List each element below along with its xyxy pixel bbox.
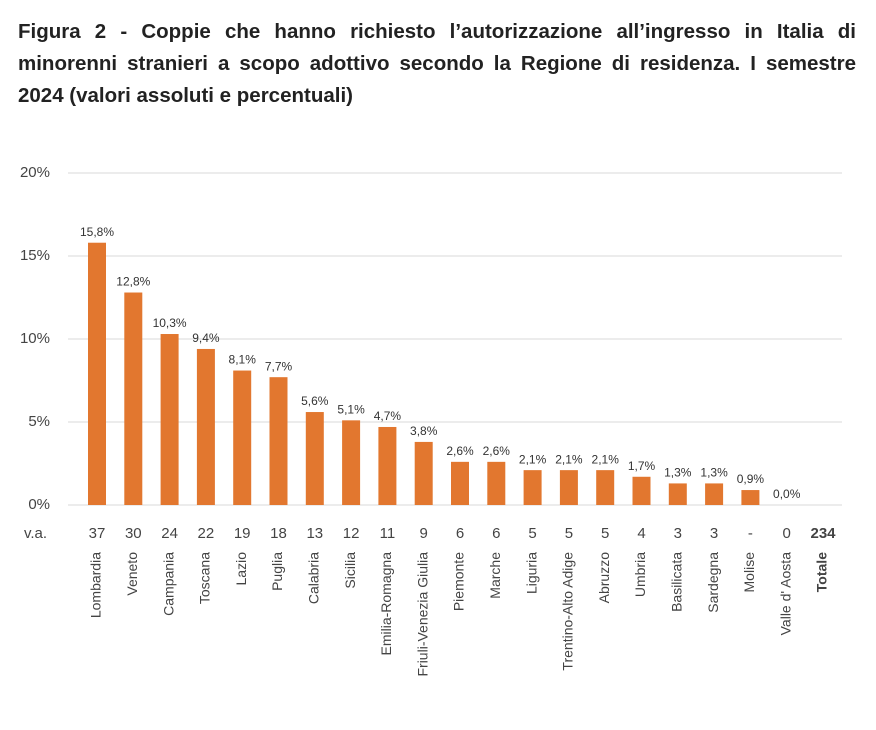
va-value: 13: [306, 525, 323, 542]
value-label: 0,0%: [773, 487, 801, 501]
bar: [668, 483, 687, 505]
va-value: 5: [565, 525, 573, 542]
value-label: 9,4%: [192, 331, 220, 345]
value-label: 1,3%: [664, 466, 692, 480]
x-tick-label: Veneto: [124, 552, 140, 596]
x-tick-label: Molise: [741, 552, 757, 593]
bar: [196, 348, 215, 505]
va-value: 9: [420, 525, 428, 542]
va-value: 0: [783, 525, 791, 542]
bar: [124, 292, 143, 505]
bar: [523, 470, 542, 505]
x-tick-label: Lombardia: [88, 552, 104, 618]
bar: [378, 426, 397, 505]
va-value: 3: [710, 525, 718, 542]
value-label: 10,3%: [153, 316, 187, 330]
va-value: 22: [198, 525, 215, 542]
va-value: 5: [601, 525, 609, 542]
bar: [741, 490, 760, 505]
va-value: 6: [492, 525, 500, 542]
va-value: 18: [270, 525, 287, 542]
y-tick-label: 15%: [20, 247, 50, 264]
x-tick-label: Abruzzo: [596, 552, 612, 604]
bar: [596, 470, 615, 505]
bar: [269, 377, 288, 505]
x-tick-label: Sicilia: [342, 552, 358, 589]
value-label: 2,6%: [446, 444, 474, 458]
x-tick-label: Sardegna: [705, 552, 721, 613]
bar: [160, 334, 179, 505]
bar: [632, 476, 651, 505]
bar: [414, 441, 433, 505]
value-label: 5,6%: [301, 394, 329, 408]
y-tick-label: 10%: [20, 330, 50, 347]
va-value: 5: [528, 525, 536, 542]
chart-title: Figura 2 - Coppie che hanno richiesto l’…: [18, 20, 856, 107]
value-label: 3,8%: [410, 424, 438, 438]
x-tick-label: Campania: [160, 552, 176, 616]
x-tick-label: Basilicata: [669, 552, 685, 612]
y-tick-label: 5%: [28, 413, 50, 430]
va-value: 19: [234, 525, 251, 542]
y-tick-label: 20%: [20, 164, 50, 181]
value-label: 15,8%: [80, 225, 114, 239]
bar: [559, 470, 578, 505]
x-tick-label: Valle d' Aosta: [777, 552, 793, 636]
va-value: 234: [810, 525, 836, 542]
bar: [451, 461, 469, 505]
va-value: 30: [125, 525, 142, 542]
value-label: 8,1%: [229, 353, 257, 367]
value-label: 12,8%: [116, 275, 150, 289]
x-tick-label: Piemonte: [451, 552, 467, 611]
x-tick-label: Friuli-Venezia Giulia: [414, 552, 430, 677]
va-value: 6: [456, 525, 464, 542]
x-tick-label: Liguria: [523, 552, 539, 594]
bar: [88, 242, 106, 505]
value-label: 4,7%: [374, 409, 402, 423]
bar: [705, 483, 724, 505]
x-tick-label: Trentino-Alto Adige: [560, 552, 576, 671]
va-value: 11: [380, 525, 396, 542]
x-tick-label: Puglia: [269, 552, 285, 591]
x-tick-label: Emilia-Romagna: [378, 552, 394, 656]
va-value: 3: [674, 525, 682, 542]
va-value: 4: [637, 525, 645, 542]
va-value: 24: [161, 525, 178, 542]
bar: [305, 412, 324, 505]
y-tick-label: 0%: [28, 496, 50, 513]
value-label: 1,7%: [628, 459, 656, 473]
va-value: 12: [343, 525, 360, 542]
bar: [342, 420, 361, 505]
value-label: 0,9%: [737, 472, 765, 486]
value-label: 1,3%: [700, 466, 728, 480]
bar: [487, 461, 506, 505]
x-tick-label: Lazio: [233, 552, 249, 586]
x-tick-label: Marche: [487, 552, 503, 599]
x-tick-label: Calabria: [306, 552, 322, 604]
value-label: 2,1%: [555, 452, 583, 466]
x-tick-label: Toscana: [197, 552, 213, 604]
value-label: 5,1%: [337, 403, 365, 417]
va-value: 37: [89, 525, 106, 542]
x-tick-label: Totale: [814, 552, 830, 592]
value-label: 2,1%: [519, 452, 547, 466]
va-row-label: v.a.: [24, 525, 47, 542]
bar: [233, 370, 252, 505]
va-value: -: [748, 525, 753, 542]
value-label: 7,7%: [265, 359, 293, 373]
value-label: 2,1%: [592, 452, 620, 466]
value-label: 2,6%: [483, 444, 511, 458]
x-tick-label: Umbria: [632, 552, 648, 597]
